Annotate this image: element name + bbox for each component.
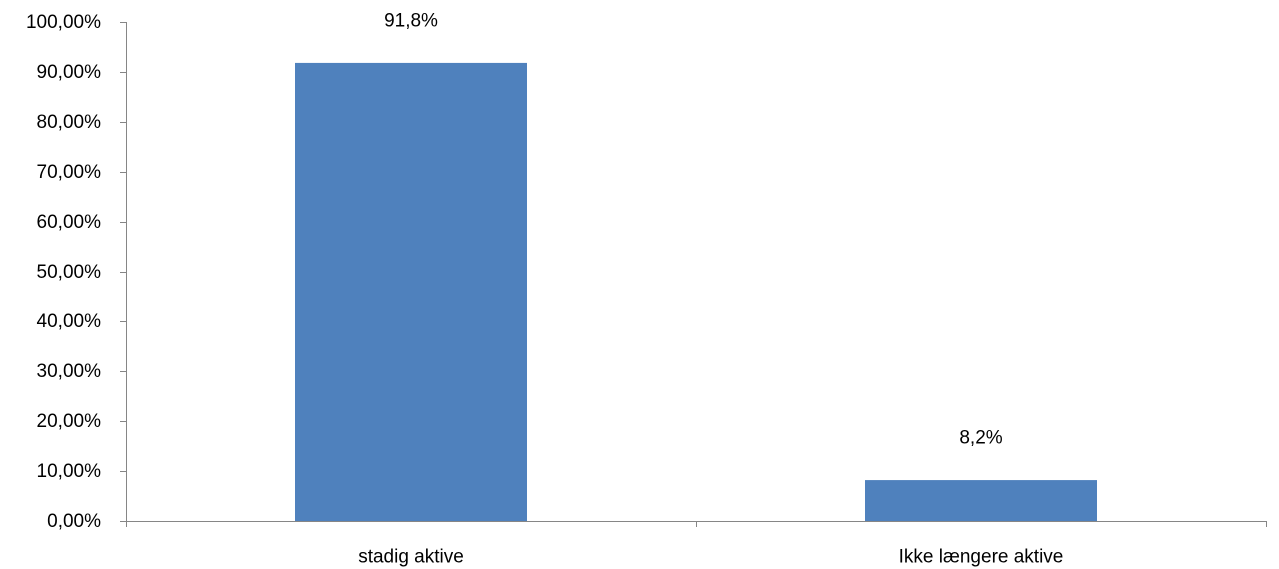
y-tick-label: 40,00%	[37, 311, 102, 332]
x-tick-label: stadig aktive	[358, 547, 464, 568]
y-tick-label: 20,00%	[37, 411, 102, 432]
y-tick-label: 0,00%	[47, 511, 101, 532]
data-label: 8,2%	[959, 428, 1002, 449]
y-tick-label: 50,00%	[37, 262, 102, 283]
y-axis: 0,00% 10,00% 20,00% 30,00% 40,00% 50,00% 60,00…	[26, 12, 127, 532]
y-tick-label: 90,00%	[37, 62, 102, 83]
y-tick-label: 70,00%	[37, 162, 102, 183]
y-tick-label: 100,00%	[26, 12, 101, 33]
y-tick-label: 10,00%	[37, 461, 102, 482]
data-label: 91,8%	[384, 10, 438, 31]
data-labels: 91,8% 8,2%	[384, 10, 1003, 448]
bar	[865, 480, 1097, 521]
y-tick-label: 30,00%	[37, 361, 102, 382]
bars	[295, 62, 1097, 521]
y-tick-label: 60,00%	[37, 212, 102, 233]
x-axis: stadig aktive Ikke længere aktive	[126, 521, 1267, 568]
y-tick-label: 80,00%	[37, 112, 102, 133]
bar	[295, 62, 527, 521]
x-tick-label: Ikke længere aktive	[899, 547, 1064, 568]
